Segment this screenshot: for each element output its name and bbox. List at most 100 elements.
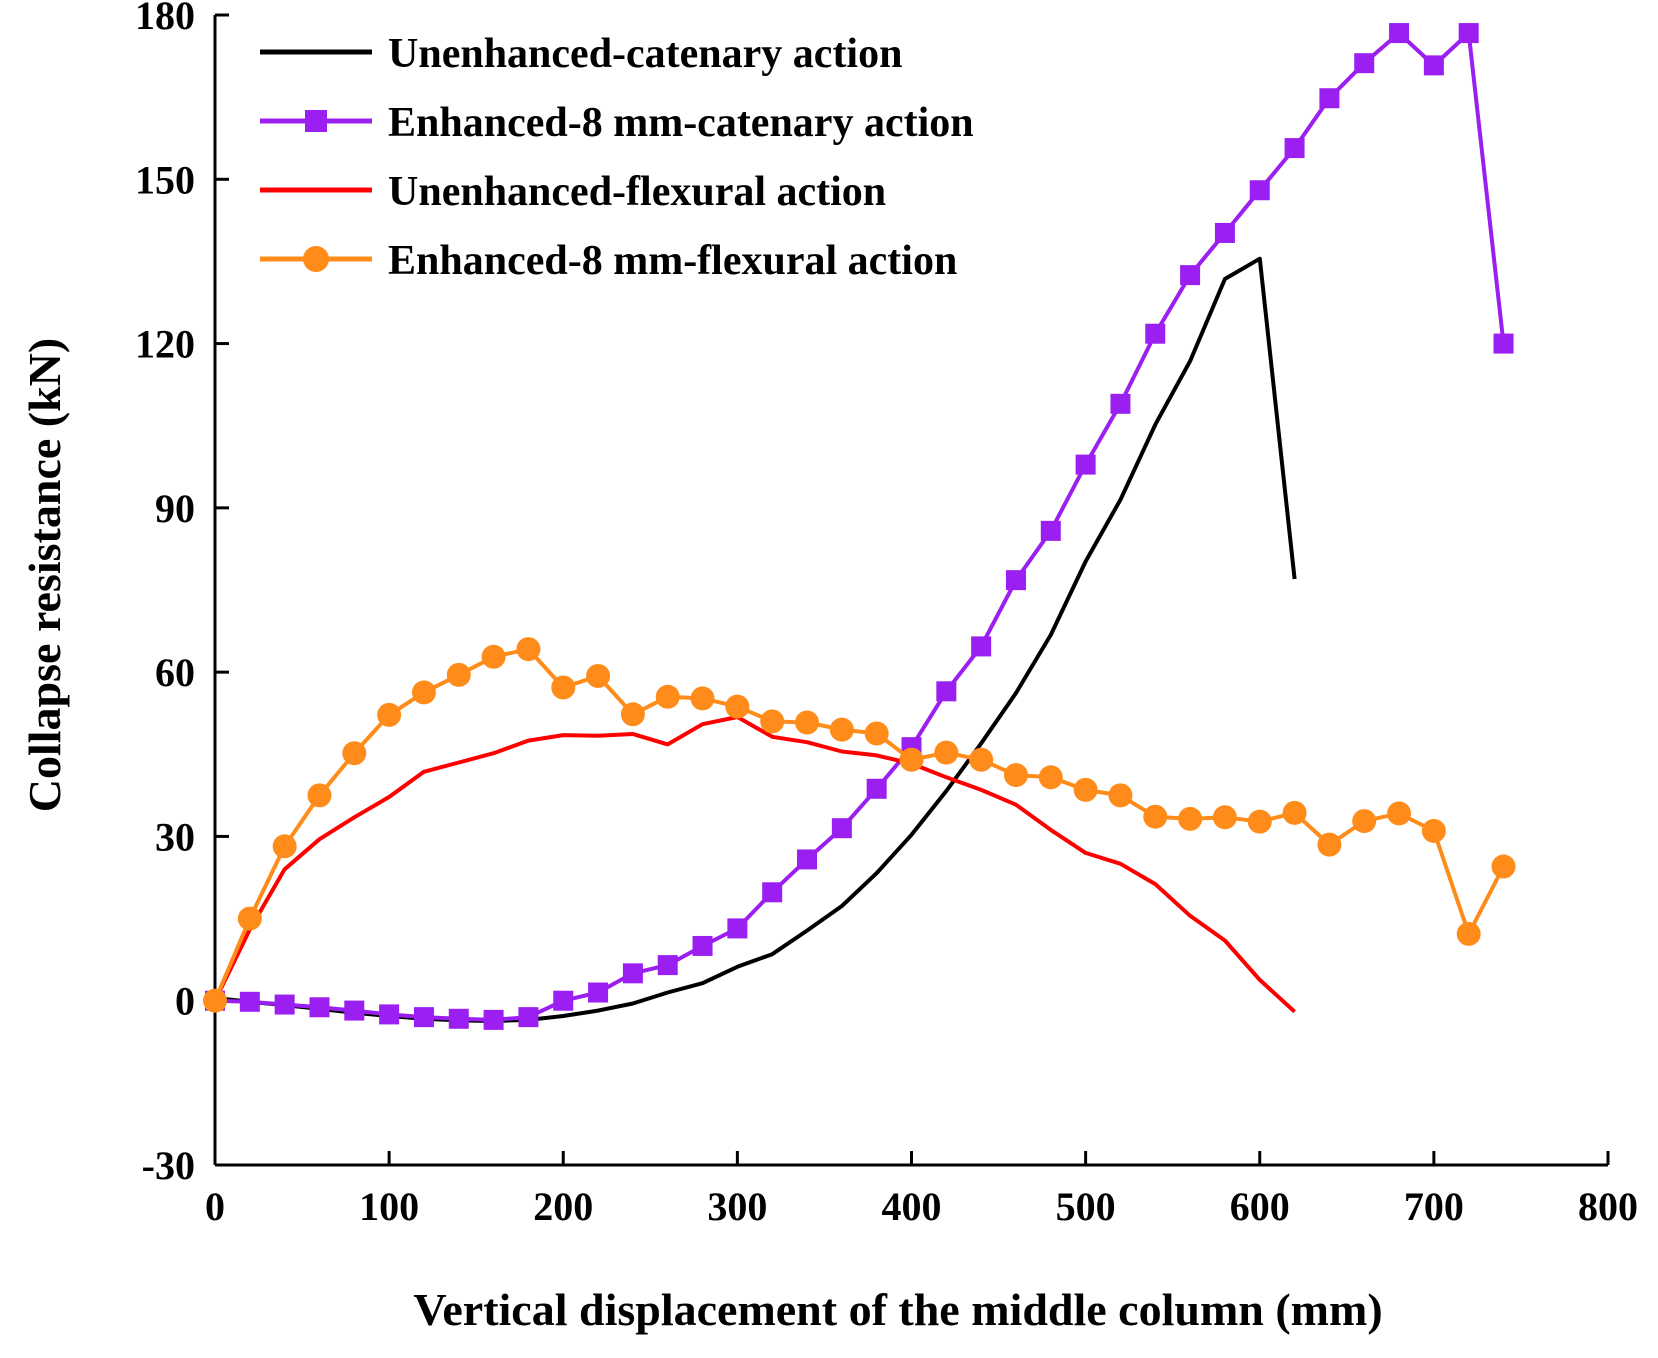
data-point — [413, 1007, 434, 1028]
y-tick-label: 30 — [155, 814, 195, 859]
data-point — [586, 663, 611, 688]
data-point — [1214, 222, 1235, 243]
series-1 — [214, 256, 1297, 1023]
data-point — [866, 778, 887, 799]
data-point — [446, 662, 471, 687]
legend-label: Enhanced-8 mm-flexural action — [388, 238, 957, 284]
y-tick-label: 0 — [175, 979, 195, 1024]
x-tick-label: 200 — [533, 1184, 593, 1229]
data-point — [1352, 809, 1377, 834]
data-point — [481, 644, 506, 669]
data-point — [344, 1000, 365, 1021]
y-tick-label: -30 — [142, 1143, 195, 1188]
series-group — [203, 23, 1516, 1030]
data-point — [516, 637, 541, 662]
data-point — [727, 918, 748, 939]
data-point — [1354, 53, 1375, 74]
data-point — [936, 681, 957, 702]
legend-label: Unenhanced-flexural action — [388, 169, 886, 215]
data-point — [274, 994, 295, 1015]
data-point — [342, 741, 367, 766]
data-point — [203, 988, 227, 1013]
data-point — [829, 717, 854, 742]
series-3 — [213, 715, 1296, 1014]
data-point — [309, 997, 330, 1018]
data-point — [1387, 801, 1412, 826]
x-tick-label: 800 — [1578, 1184, 1638, 1229]
data-point — [1108, 783, 1133, 808]
data-point — [411, 680, 436, 705]
data-point — [971, 636, 992, 657]
data-point — [1040, 520, 1061, 541]
data-point — [588, 982, 609, 1003]
data-point — [448, 1008, 469, 1029]
x-tick-label: 700 — [1404, 1184, 1464, 1229]
data-point — [483, 1009, 504, 1030]
data-point — [307, 783, 332, 808]
data-point — [620, 702, 645, 727]
x-tick-label: 300 — [707, 1184, 767, 1229]
data-point — [518, 1007, 539, 1028]
data-point — [762, 882, 783, 903]
data-point — [797, 849, 818, 870]
data-point — [934, 740, 959, 765]
data-point — [1073, 777, 1098, 802]
x-tick-label: 500 — [1056, 1184, 1116, 1229]
data-point — [272, 834, 297, 859]
data-point — [553, 990, 574, 1011]
y-tick-label: 90 — [155, 486, 195, 531]
data-point — [1212, 805, 1237, 830]
series-line — [214, 256, 1297, 1023]
y-axis-title: Collapse resistance (kN) — [19, 338, 70, 812]
data-point — [1180, 265, 1201, 286]
data-point — [864, 721, 889, 746]
series-line — [213, 647, 1506, 1002]
data-point — [1493, 333, 1514, 354]
data-point — [657, 955, 678, 976]
legend-marker — [305, 110, 327, 132]
data-point — [690, 686, 715, 711]
x-axis-title: Vertical displacement of the middle colu… — [413, 1284, 1382, 1335]
data-point — [1319, 88, 1340, 109]
legend: Unenhanced-catenary action Enhanced-8 mm-… — [260, 31, 974, 284]
data-point — [1247, 809, 1272, 834]
data-point — [551, 675, 576, 700]
data-point — [239, 991, 260, 1012]
series-line — [213, 715, 1296, 1014]
data-point — [1110, 393, 1131, 414]
data-point — [1003, 763, 1028, 788]
data-point — [1178, 806, 1203, 831]
data-point — [795, 710, 820, 735]
data-point — [1038, 765, 1063, 790]
y-tick-label: 150 — [135, 157, 195, 202]
data-point — [1005, 570, 1026, 591]
series-2 — [205, 23, 1514, 1030]
data-point — [831, 818, 852, 839]
ticks: 0 100 200 300 400 500 600 700 800-30030609012015… — [135, 0, 1638, 1229]
data-point — [1456, 921, 1481, 946]
legend-marker — [303, 246, 329, 272]
legend-item: Enhanced-8 mm-catenary action — [260, 100, 974, 146]
data-point — [1075, 454, 1096, 475]
y-tick-label: 180 — [135, 0, 195, 38]
data-point — [1421, 818, 1446, 843]
legend-item: Unenhanced-catenary action — [260, 31, 902, 77]
data-point — [760, 709, 785, 734]
data-point — [655, 684, 680, 709]
data-point — [1284, 138, 1305, 159]
x-tick-label: 0 — [205, 1184, 225, 1229]
data-point — [1389, 23, 1410, 44]
x-tick-label: 100 — [359, 1184, 419, 1229]
data-point — [1145, 323, 1166, 344]
data-point — [692, 935, 713, 956]
data-point — [377, 702, 402, 727]
data-point — [237, 906, 262, 931]
data-point — [725, 694, 750, 719]
data-point — [1282, 800, 1307, 825]
x-tick-label: 400 — [882, 1184, 942, 1229]
data-point — [1491, 854, 1516, 879]
data-point — [899, 747, 924, 772]
data-point — [622, 963, 643, 984]
x-tick-label: 600 — [1230, 1184, 1290, 1229]
